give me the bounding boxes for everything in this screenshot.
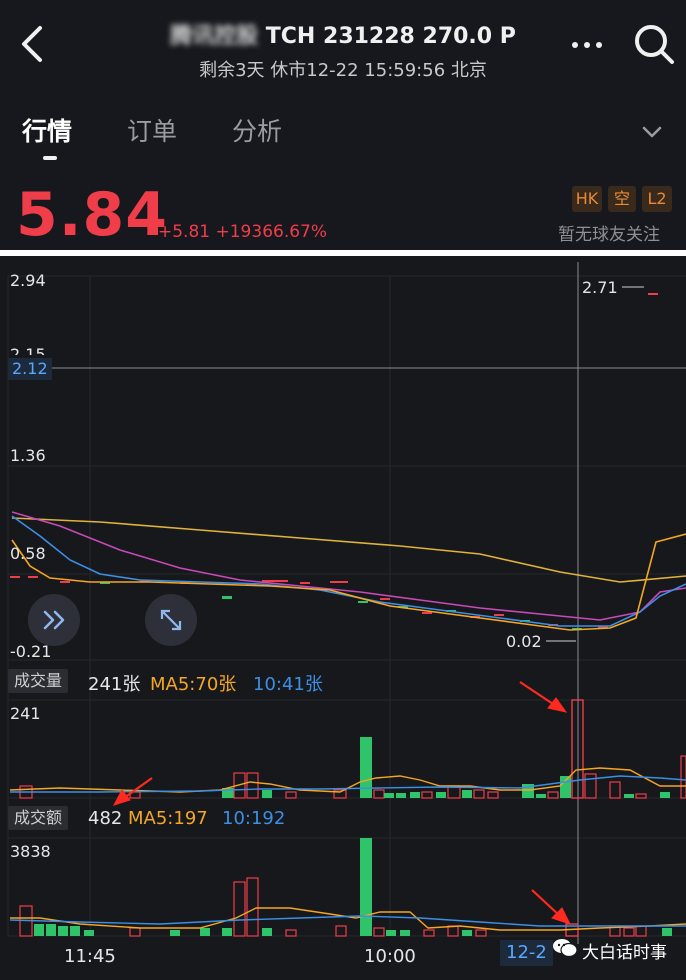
high-price-label: 2.71 [582,278,618,297]
x-axis-label-2: 10:00 [364,946,416,967]
tab-quote[interactable]: 行情 [22,117,73,146]
page-title: 腾讯控股 TCH 231228 270.0 P [0,18,686,50]
market-status: 剩余3天 休市12-22 15:59:56 北京 [199,60,487,81]
back-arrow-icon [22,26,42,62]
tab-orders[interactable]: 订单 [127,117,178,146]
turnover-ma10: 10:192 [222,808,286,829]
volume-ma5: MA5:70张 [150,674,237,695]
kline-chart[interactable] [0,256,686,980]
turnover-current: 482 [88,808,123,829]
price-ma20-line [11,511,686,621]
top-bar [0,0,686,90]
more-button[interactable] [568,30,606,60]
expand-arrows-icon [160,609,182,631]
watermark-text: 大白话时事 [582,943,667,963]
y-axis-label-4: 0.58 [10,544,46,563]
fast-forward-button[interactable] [28,594,80,646]
volume-section-label[interactable]: 成交量 [8,669,69,693]
crosshair-date-label: 12-2 [500,940,553,966]
expand-tabs-button[interactable] [638,118,666,146]
price-ma30-line [11,517,686,583]
wechat-icon [552,937,578,963]
volume-ma10-line [10,775,686,793]
turnover-ma5: MA5:197 [128,808,208,829]
y-axis-label-top: 2.94 [10,271,46,290]
fullscreen-button[interactable] [145,594,197,646]
badge-short: 空 [608,186,636,212]
page-title-contract: TCH 231228 270.0 P [258,24,516,49]
price-change: +5.81 +19366.67% [158,222,328,242]
follower-status: 暂无球友关注 [558,225,660,245]
y-axis-label-3: 1.36 [10,446,46,465]
more-dots-icon [572,42,602,48]
low-price-label: 0.02 [506,632,542,651]
page-title-company: 腾讯控股 [170,24,259,49]
volume-y-max: 241 [10,704,41,723]
chart-grid [7,275,686,937]
volume-ma10: 10:41张 [253,674,323,695]
turnover-y-max: 3838 [10,842,51,861]
volume-current: 241张 [88,674,141,695]
crosshair-price-label: 2.12 [8,358,52,380]
x-axis-label-1: 11:45 [64,946,116,967]
active-tab-indicator [43,156,57,160]
turnover-section-label[interactable]: 成交额 [8,806,69,830]
tab-analysis[interactable]: 分析 [232,117,283,146]
volume-bars [19,699,686,799]
turnover-ma10-line [9,915,686,927]
chevron-down-icon [642,126,662,138]
divider [0,250,686,256]
y-axis-label-bottom: -0.21 [10,642,52,661]
badge-hk: HK [572,186,602,212]
double-chevron-right-icon [43,610,65,630]
price-ma10-line [11,515,686,627]
back-button[interactable] [14,22,54,66]
turnover-ma5-line [10,907,686,931]
search-icon [635,25,674,64]
kline-chart-canvas [7,262,686,944]
turnover-bars [19,838,672,937]
y-axis-label-2: 2.15 [10,345,46,355]
last-price: 5.84 [16,180,169,250]
search-button[interactable] [630,20,678,68]
price-ma5-line [11,533,686,631]
annotation-arrows [112,681,571,925]
badge-l2: L2 [642,186,672,212]
price-candles [10,293,658,630]
